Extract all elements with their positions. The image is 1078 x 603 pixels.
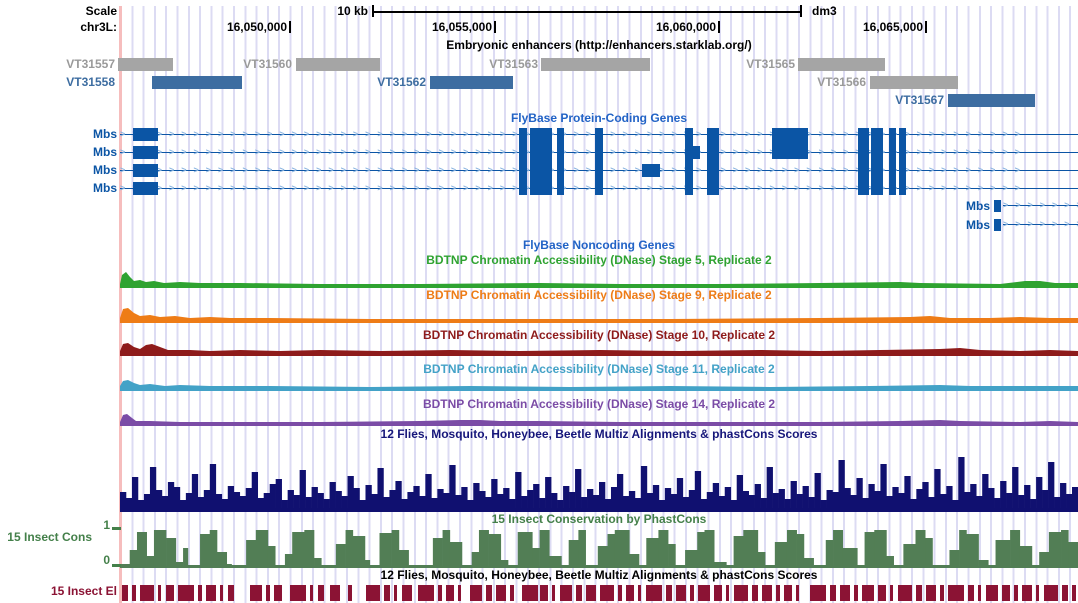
gene-direction-arrows: >>>>>>> [1003, 219, 1078, 229]
enhancer-item-bar[interactable] [541, 58, 650, 71]
scale-label: Scale [85, 4, 117, 18]
gene-exon[interactable] [133, 146, 158, 159]
protein-coding-genes-track-title[interactable]: FlyBase Protein-Coding Genes [510, 111, 688, 125]
insect-elements-track-label[interactable]: 15 Insect El [50, 584, 117, 598]
phastcons-axis-min: 0 [103, 553, 110, 567]
enhancer-item-bar[interactable] [118, 58, 173, 71]
phastcons-track-label[interactable]: 15 Insect Cons [7, 530, 92, 544]
gene-exon[interactable] [595, 128, 603, 195]
gene-exon[interactable] [530, 128, 552, 195]
scale-ruler [373, 11, 801, 13]
gene-exon[interactable] [642, 164, 660, 177]
scale-value: 10 kb [337, 4, 368, 18]
enhancer-item-bar[interactable] [296, 58, 380, 71]
gene-label: Mbs [93, 127, 117, 141]
enhancer-item-label: VT31562 [377, 75, 426, 89]
dnase-track-title[interactable]: BDTNP Chromatin Accessibility (DNase) St… [426, 288, 772, 302]
gene-exon[interactable] [133, 128, 158, 141]
enhancer-item-bar[interactable] [430, 76, 513, 89]
multiz-signal[interactable] [120, 447, 1078, 512]
phastcons-signal[interactable] [120, 528, 1078, 568]
scale-ruler-tick-left [372, 5, 374, 17]
gene-exon[interactable] [871, 128, 883, 195]
gene-exon[interactable] [133, 182, 158, 195]
scale-ruler-tick-right [800, 5, 802, 17]
coordinate-tick [494, 21, 496, 33]
gene-direction-arrows: >>>>>>>>>>>>>>>>>>>>>>>>>>>>>>>>>>>>>>>>… [120, 129, 1027, 139]
dnase-track-title[interactable]: BDTNP Chromatin Accessibility (DNase) St… [426, 253, 772, 267]
gene-exon[interactable] [994, 219, 1001, 231]
gene-intron-line [1003, 224, 1078, 225]
highlight-line [119, 6, 122, 603]
multiz-bottom-title[interactable]: 12 Flies, Mosquito, Honeybee, Beetle Mul… [380, 568, 818, 582]
gene-label: Mbs [966, 199, 990, 213]
gene-label: Mbs [93, 181, 117, 195]
enhancer-item-bar[interactable] [798, 58, 885, 71]
chrom-label: chr3L: [80, 20, 117, 34]
dnase-signal[interactable] [120, 304, 1078, 323]
enhancer-item-label: VT31563 [489, 57, 538, 71]
gene-intron-line [1003, 205, 1078, 206]
enhancer-item-label: VT31560 [243, 57, 292, 71]
coordinate-label: 16,065,000 [862, 20, 923, 34]
dnase-track-title[interactable]: BDTNP Chromatin Accessibility (DNase) St… [422, 328, 776, 342]
coordinate-tick [925, 21, 927, 33]
gene-exon[interactable] [685, 128, 693, 195]
dnase-signal[interactable] [120, 372, 1078, 391]
gene-exon[interactable] [994, 200, 1001, 212]
phastcons-track-title[interactable]: 15 Insect Conservation by PhastCons [491, 512, 707, 526]
gene-exon[interactable] [707, 128, 719, 195]
enhancer-item-label: VT31566 [817, 75, 866, 89]
gene-exon[interactable] [858, 128, 869, 195]
gene-exon[interactable] [133, 164, 158, 177]
coordinate-tick [718, 21, 720, 33]
gene-label: Mbs [93, 163, 117, 177]
gene-exon[interactable] [557, 128, 564, 195]
gene-exon[interactable] [772, 128, 808, 159]
enhancer-item-bar[interactable] [152, 76, 242, 89]
gene-direction-arrows: >>>>>>>>>>>>>>>>>>>>>>>>>>>>>>>>>>>>>>>>… [120, 183, 1027, 193]
dnase-signal[interactable] [120, 407, 1078, 426]
enhancer-item-label: VT31558 [66, 75, 115, 89]
enhancer-item-label: VT31565 [746, 57, 795, 71]
enhancer-item-label: VT31557 [66, 57, 115, 71]
multiz-track-title[interactable]: 12 Flies, Mosquito, Honeybee, Beetle Mul… [380, 427, 818, 441]
insect-elements-blocks[interactable] [120, 585, 1078, 601]
dnase-track-title[interactable]: BDTNP Chromatin Accessibility (DNase) St… [422, 397, 776, 411]
phastcons-axis-max: 1 [103, 518, 110, 532]
gene-label: Mbs [93, 145, 117, 159]
coordinate-tick [289, 21, 291, 33]
enhancer-item-label: VT31567 [895, 93, 944, 107]
gene-exon[interactable] [899, 128, 906, 195]
coordinate-label: 16,060,000 [655, 20, 716, 34]
enhancer-item-bar[interactable] [870, 76, 958, 89]
coordinate-label: 16,055,000 [431, 20, 492, 34]
gene-direction-arrows: >>>>>>>>>>>>>>>>>>>>>>>>>>>>>>>>>>>>>>>>… [120, 147, 1027, 157]
dnase-signal[interactable] [120, 337, 1078, 356]
enhancers-track-title[interactable]: Embryonic enhancers (http://enhancers.st… [446, 38, 752, 52]
gene-direction-arrows: >>>>>>>>>>>>>>>>>>>>>>>>>>>>>>>>>>>>>>>>… [120, 165, 1027, 175]
coordinate-label: 16,050,000 [226, 20, 287, 34]
assembly-label: dm3 [812, 4, 837, 18]
noncoding-genes-track-title[interactable]: FlyBase Noncoding Genes [522, 238, 676, 252]
gene-direction-arrows: >>>>>>> [1003, 200, 1078, 210]
enhancer-item-bar[interactable] [948, 94, 1035, 107]
gene-exon[interactable] [889, 128, 896, 195]
gene-exon[interactable] [519, 128, 527, 195]
gene-label: Mbs [966, 218, 990, 232]
dnase-signal[interactable] [120, 269, 1078, 288]
gene-exon[interactable] [692, 146, 700, 159]
dnase-track-title[interactable]: BDTNP Chromatin Accessibility (DNase) St… [423, 362, 775, 376]
phastcons-axis-tick-top [112, 527, 121, 530]
phastcons-axis-tick-bottom [112, 564, 121, 567]
